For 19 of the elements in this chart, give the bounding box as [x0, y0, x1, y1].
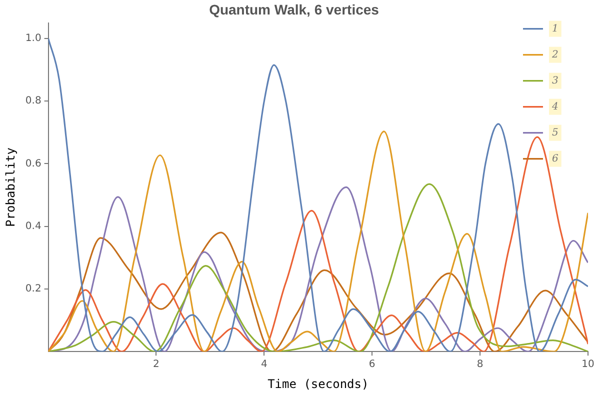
- y-tick-label: 0.6: [25, 158, 42, 170]
- legend-label: 2: [551, 49, 558, 60]
- x-tick-label: 4: [260, 359, 268, 370]
- x-tick-label: 6: [368, 359, 376, 370]
- y-tick-label: 0.4: [25, 220, 42, 232]
- chart-title: Quantum Walk, 6 vertices: [209, 1, 380, 18]
- legend-label: 5: [552, 127, 558, 138]
- x-tick-label: 8: [476, 359, 484, 370]
- x-axis-title: Time (seconds): [268, 376, 369, 391]
- x-tick-label: 2: [153, 359, 160, 370]
- y-tick-label: 0.2: [25, 284, 42, 295]
- y-tick-label: 0.8: [25, 96, 42, 107]
- legend-label: 6: [552, 153, 559, 164]
- x-tick-label: 10: [582, 359, 594, 370]
- y-tick-label: 1.0: [25, 33, 42, 44]
- y-axis-title: Probability: [3, 147, 18, 227]
- legend-label: 3: [552, 75, 558, 86]
- legend-label: 1: [552, 23, 558, 34]
- legend-label: 4: [551, 101, 558, 112]
